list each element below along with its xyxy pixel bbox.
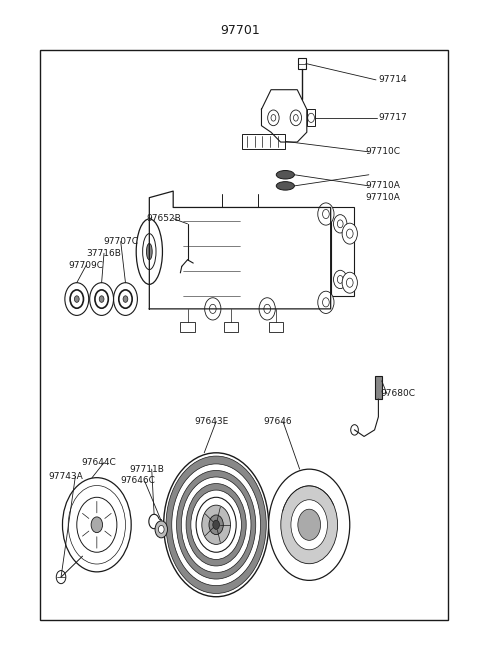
Circle shape [342, 223, 358, 244]
Circle shape [318, 203, 334, 225]
Bar [224, 322, 238, 332]
Circle shape [155, 521, 168, 538]
Text: 97643E: 97643E [194, 417, 228, 426]
Circle shape [186, 484, 246, 566]
Text: 97710C: 97710C [366, 147, 401, 156]
Text: 97680C: 97680C [380, 390, 415, 398]
Circle shape [196, 497, 236, 553]
Circle shape [99, 296, 104, 302]
Circle shape [202, 505, 230, 545]
Bar [242, 134, 285, 148]
Bar [375, 376, 382, 399]
Text: 97710A: 97710A [366, 193, 401, 202]
Ellipse shape [146, 244, 152, 260]
Bar [307, 109, 315, 125]
Text: 97711B: 97711B [130, 464, 164, 474]
Ellipse shape [276, 181, 294, 190]
Text: 97743A: 97743A [48, 472, 83, 481]
Circle shape [351, 424, 359, 435]
Circle shape [74, 296, 79, 302]
Text: 97644C: 97644C [82, 458, 117, 467]
Text: 97717: 97717 [378, 114, 407, 122]
Circle shape [281, 486, 337, 564]
Text: 97646: 97646 [263, 417, 291, 426]
Text: 97707C: 97707C [103, 237, 138, 246]
Circle shape [91, 517, 103, 533]
Text: 37716B: 37716B [86, 249, 121, 258]
Text: 97709C: 97709C [69, 261, 104, 269]
Circle shape [177, 470, 256, 579]
Bar [331, 208, 354, 296]
Text: 97710A: 97710A [366, 181, 401, 191]
Ellipse shape [276, 171, 294, 179]
Bar [298, 58, 306, 70]
Text: 97652B: 97652B [146, 214, 181, 223]
Circle shape [158, 526, 164, 533]
Circle shape [166, 456, 266, 593]
Circle shape [181, 477, 251, 572]
Circle shape [342, 272, 358, 293]
Circle shape [298, 509, 321, 540]
Circle shape [259, 298, 276, 320]
Circle shape [191, 490, 241, 560]
Text: 97701: 97701 [220, 24, 260, 37]
Text: 97714: 97714 [378, 76, 407, 84]
Circle shape [269, 469, 350, 580]
Text: 97646C: 97646C [120, 476, 155, 486]
Circle shape [209, 515, 223, 535]
Circle shape [123, 296, 128, 302]
Bar [39, 51, 447, 620]
Circle shape [291, 500, 327, 550]
Bar [269, 322, 283, 332]
Circle shape [56, 570, 66, 583]
Circle shape [204, 298, 221, 320]
Circle shape [172, 464, 261, 585]
Circle shape [213, 520, 219, 530]
Circle shape [318, 291, 334, 313]
Circle shape [164, 453, 269, 597]
Bar [180, 322, 195, 332]
